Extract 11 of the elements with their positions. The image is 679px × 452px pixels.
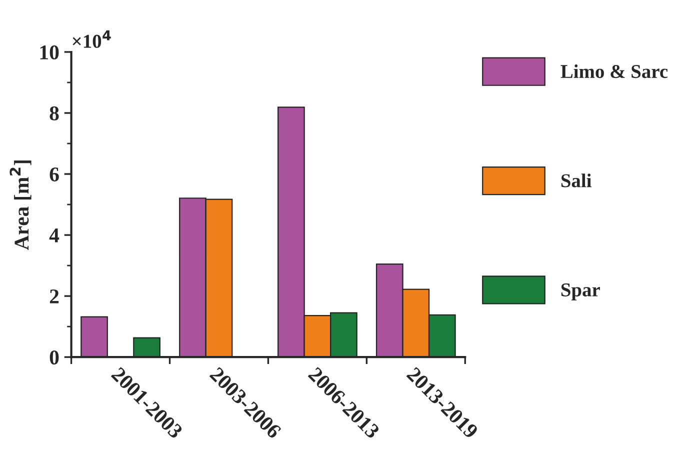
y-tick-label: 10 <box>40 45 59 60</box>
text: ×10$^{4}$ <box>72 30 111 48</box>
legend-label: Sali <box>561 174 592 188</box>
legend-label: Limo & Sarc <box>560 64 668 78</box>
y-tick-label: 0 <box>50 350 59 365</box>
y-tick-label: 8 <box>50 106 59 120</box>
y-tick-label: 6 <box>50 167 59 182</box>
legend-label: Spar <box>561 283 600 300</box>
y-axis-title: Area [m$^{2}$] <box>10 160 32 250</box>
y-tick-label: 4 <box>49 228 60 242</box>
y-tick-label: 2 <box>50 289 59 304</box>
